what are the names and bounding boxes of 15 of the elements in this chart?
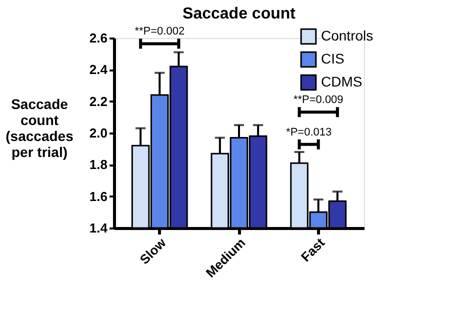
- legend-label: Controls: [321, 28, 374, 44]
- annotation: *P=0.013: [286, 126, 332, 138]
- y-tick-label: 2.2: [89, 94, 108, 109]
- legend-label: CDMS: [321, 74, 362, 90]
- y-axis-title: Saccade count (saccades per trial): [6, 96, 74, 160]
- y-tick-label: 1.4: [89, 220, 108, 236]
- y-tick-label: 1.6: [89, 188, 108, 204]
- y-tick-label: 2.4: [89, 62, 108, 78]
- y-tick-label: 1.8: [89, 157, 108, 172]
- annotation: **P=0.009: [293, 94, 344, 106]
- chart-title: Saccade count: [182, 6, 296, 23]
- text: **P=0.002: [134, 26, 185, 38]
- legend-label: CIS: [321, 50, 344, 66]
- y-tick-label: 2.0: [89, 126, 108, 140]
- y-tick-label: 2.6: [89, 30, 108, 46]
